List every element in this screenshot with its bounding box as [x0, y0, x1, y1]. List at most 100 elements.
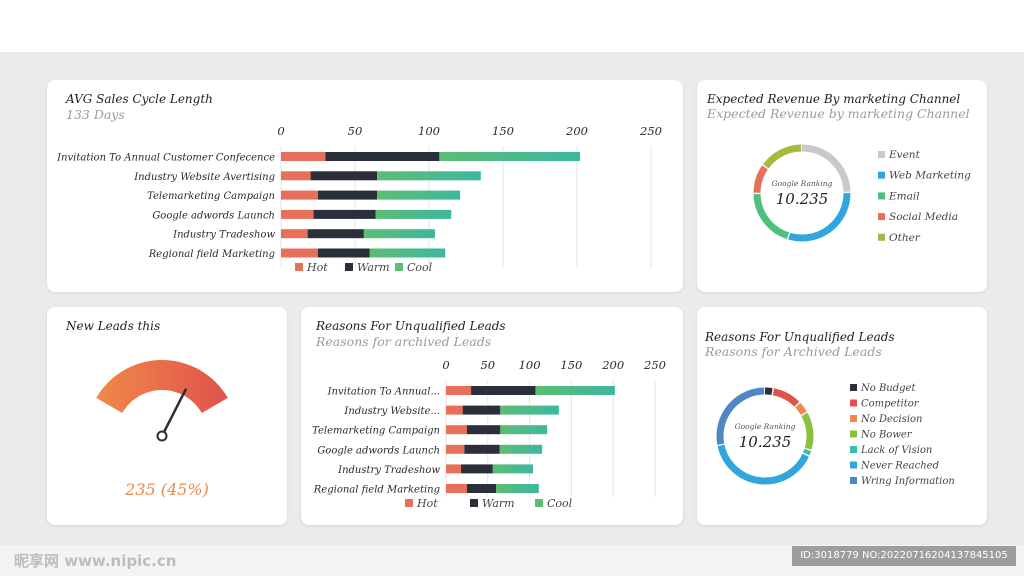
new-leads-gauge — [96, 360, 228, 442]
x-tick-label: 150 — [492, 124, 514, 138]
gauge-pivot — [156, 430, 168, 442]
bar-warm — [313, 209, 376, 219]
bar-hot — [446, 386, 472, 395]
center-value: 10.235 — [739, 433, 792, 451]
revenue-card: Expected Revenue By marketing Channel Ex… — [697, 80, 987, 292]
legend-swatch-warm — [470, 499, 478, 507]
legend-swatch-warm — [345, 263, 353, 271]
legend-label-no-budget: No Budget — [860, 383, 916, 394]
reasons-subtitle: Reasons for Archived Leads — [705, 344, 882, 359]
revenue-title: Expected Revenue By marketing Channel — [707, 92, 961, 106]
x-tick-label: 50 — [348, 124, 363, 138]
bar-cool — [500, 425, 548, 435]
legend-swatch-web-marketing — [878, 171, 885, 179]
watermark-left: 昵享网 www.nipic.cn — [14, 552, 177, 570]
donut-slice-event — [753, 144, 851, 242]
bar-hot — [281, 229, 308, 239]
unqualified-card: Reasons For Unqualified Leads Reasons fo… — [301, 307, 683, 525]
legend-label-no-bower: No Bower — [860, 430, 913, 441]
x-tick-label: 150 — [560, 358, 582, 372]
avg-sales-subtitle: 133 Days — [66, 107, 125, 122]
legend-label-lack-of-vision: Lack of Vision — [860, 445, 932, 456]
new-leads-card: New Leads this 235 (45%) — [47, 307, 287, 525]
legend-swatch-event — [878, 151, 885, 158]
bar-hot — [281, 152, 326, 161]
category-label: Google adwords Launch — [317, 445, 440, 456]
x-tick-label: 200 — [565, 124, 588, 138]
legend-swatch-competitor — [850, 399, 857, 407]
center-value: 10.235 — [776, 190, 829, 208]
legend-label-never-reached: Never Reached — [860, 461, 939, 472]
category-label: Telemarketing Campaign — [147, 191, 275, 202]
bar-cool — [439, 152, 580, 161]
bar-cool — [492, 464, 533, 474]
bar-hot — [446, 444, 465, 454]
bar-cool — [363, 229, 435, 239]
legend-label-warm: Warm — [357, 261, 390, 274]
legend-swatch-lack-of-vision — [850, 446, 857, 453]
bar-cool — [500, 405, 559, 415]
donut-slice-no-bower — [716, 387, 814, 485]
unqualified-title: Reasons For Unqualified Leads — [316, 319, 506, 333]
bar-cool — [499, 444, 543, 454]
gauge-value: 235 (45%) — [125, 480, 209, 499]
category-label: Industry Tradeshow — [337, 465, 440, 476]
avg-sales-chart: 0 50 100 150 200 250 Invitation To Annual Cust… — [56, 124, 662, 274]
legend-swatch-other — [878, 233, 885, 241]
legend-label-cool: Cool — [407, 261, 433, 274]
category-label: Regional field Marketing — [313, 485, 440, 496]
legend-swatch-cool — [535, 499, 543, 507]
gauge-needle — [160, 388, 187, 438]
bar-hot — [446, 425, 467, 435]
x-tick-label: 250 — [639, 124, 662, 138]
top-bar — [0, 0, 1024, 52]
legend-label-competitor: Competitor — [861, 399, 920, 410]
bar-cool — [535, 386, 615, 395]
bar-cool — [496, 484, 539, 493]
donut-slice-never-reached — [716, 387, 814, 485]
donut-slice-no-budget — [716, 387, 814, 485]
x-tick-label: 250 — [643, 358, 666, 372]
bar-hot — [281, 171, 311, 181]
bar-hot — [446, 484, 467, 493]
legend-label-other: Other — [889, 232, 921, 244]
legend-swatch-never-reached — [850, 461, 857, 469]
category-label: Invitation To Annual... — [327, 387, 440, 398]
legend-label-wring-information: Wring Information — [861, 476, 955, 487]
category-label: Regional field Marketing — [148, 249, 275, 260]
bar-warm — [462, 405, 501, 415]
legend-label-event: Event — [888, 149, 921, 161]
legend-swatch-email — [878, 192, 885, 200]
bar-hot — [446, 405, 463, 415]
bar-warm — [464, 444, 500, 454]
bar-hot — [281, 248, 318, 258]
center-label: Google Ranking — [735, 422, 796, 431]
bar-warm — [471, 386, 536, 395]
bar-warm — [461, 464, 493, 474]
reasons-title: Reasons For Unqualified Leads — [705, 330, 895, 344]
legend-label-cool: Cool — [547, 497, 573, 510]
bar-cool — [377, 190, 461, 200]
legend-swatch-hot — [295, 263, 303, 271]
bar-warm — [325, 152, 440, 161]
category-label: Industry Tradeshow — [172, 230, 275, 241]
unqualified-subtitle: Reasons for archived Leads — [316, 334, 492, 349]
legend-label-warm: Warm — [482, 497, 515, 510]
bar-cool — [377, 171, 481, 181]
bar-cool — [375, 209, 452, 219]
category-label: Google adwords Launch — [152, 210, 275, 221]
legend-swatch-hot — [405, 499, 413, 507]
legend-label-social-media: Social Media — [889, 211, 958, 223]
bar-warm — [307, 229, 364, 239]
legend-swatch-wring-information — [850, 477, 857, 484]
category-label: Industry Website Avertising — [133, 172, 275, 183]
category-label: Telemarketing Campaign — [312, 426, 440, 437]
category-label: Industry Website... — [343, 406, 440, 417]
revenue-donut-chart: Google Ranking 10.235 Event Web Marketing Em… — [753, 144, 971, 244]
legend-label-web-marketing: Web Marketing — [889, 170, 971, 182]
bar-warm — [310, 171, 378, 181]
x-tick-label: 100 — [519, 358, 541, 372]
x-tick-label: 0 — [442, 358, 449, 372]
legend-swatch-social-media — [878, 213, 885, 221]
category-label: Invitation To Annual Customer Confecence — [56, 153, 275, 164]
